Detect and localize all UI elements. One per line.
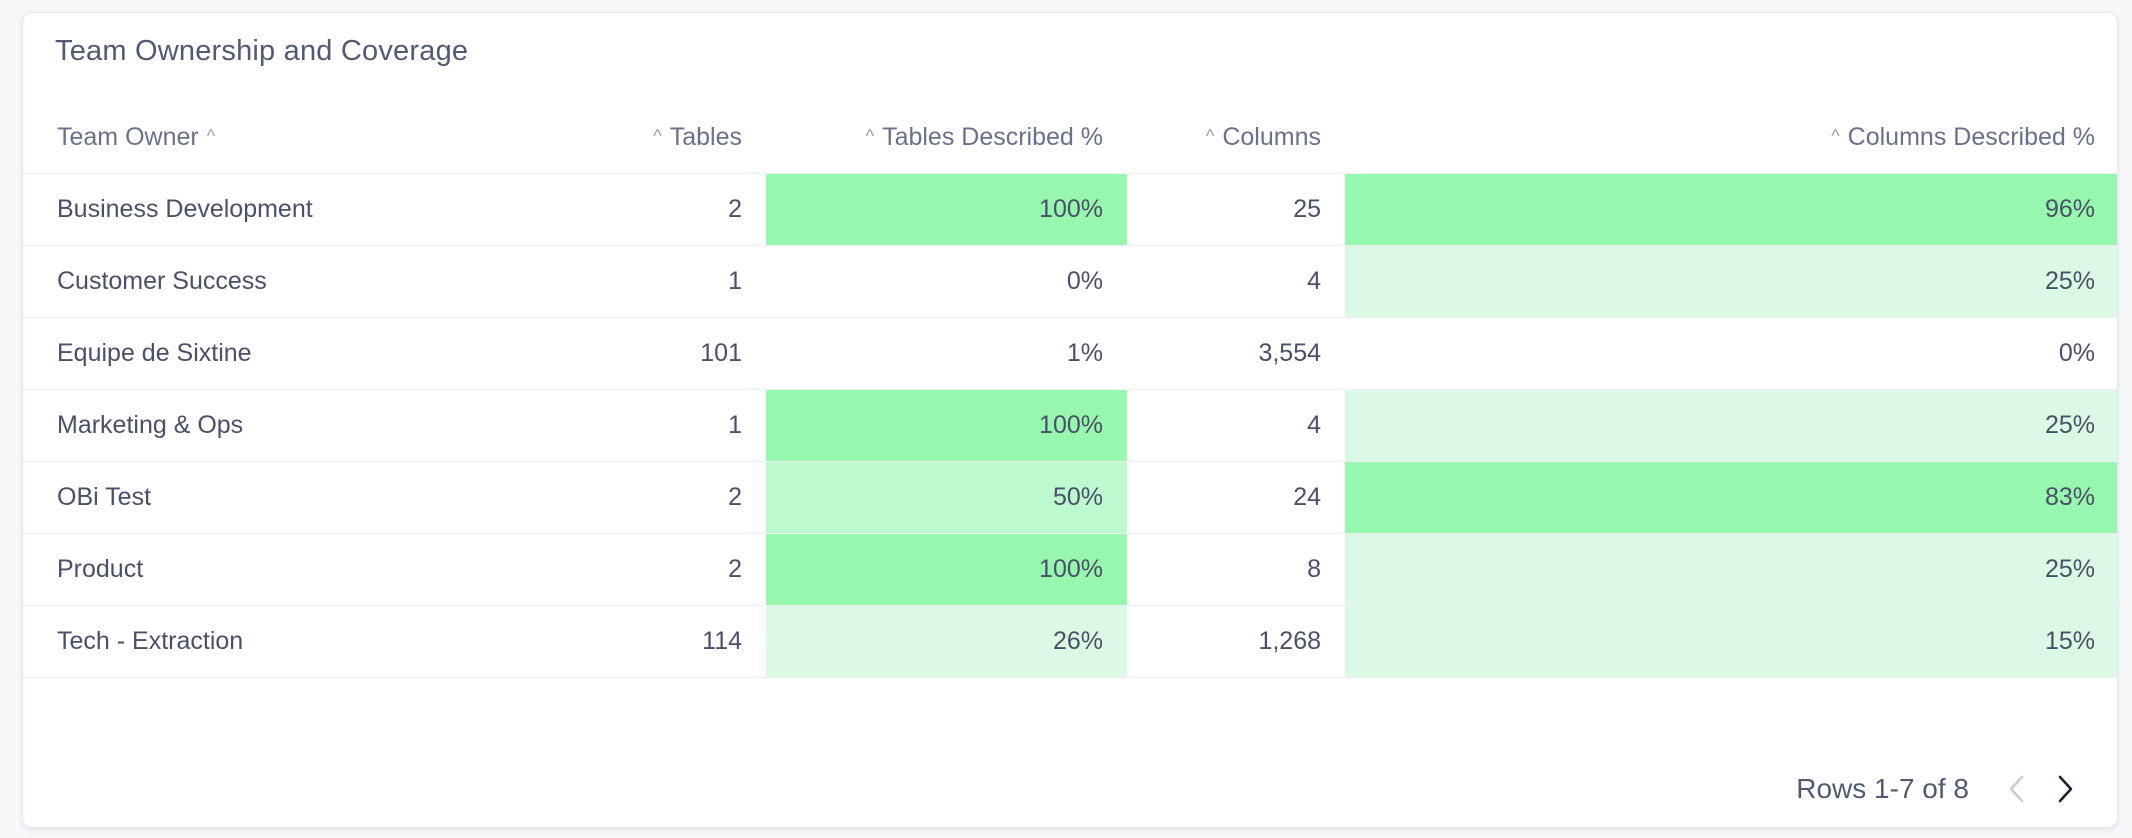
sort-up-icon[interactable]: ^	[1205, 126, 1215, 147]
table-row[interactable]: Business Development 2 100% 25 96%	[23, 173, 2117, 246]
cell-columns: 24	[1127, 461, 1345, 534]
cell-tables-described-pct: 100%	[766, 533, 1127, 606]
pagination-label: Rows 1-7 of 8	[1796, 773, 1969, 804]
cell-tables: 1	[583, 245, 766, 318]
cell-tables: 114	[583, 605, 766, 678]
cell-tables: 2	[583, 173, 766, 246]
table-row[interactable]: Equipe de Sixtine 101 1% 3,554 0%	[23, 317, 2117, 390]
cell-tables-described-pct: 100%	[766, 389, 1127, 462]
card-title: Team Ownership and Coverage	[55, 35, 469, 67]
cell-tables: 101	[583, 317, 766, 390]
table-row[interactable]: Tech - Extraction 114 26% 1,268 15%	[23, 605, 2117, 678]
cell-columns: 3,554	[1127, 317, 1345, 390]
chevron-left-icon	[2009, 775, 2024, 803]
table-row[interactable]: Customer Success 1 0% 4 25%	[23, 245, 2117, 318]
table-header-row: Team Owner ^ ^ Tables ^ Tables Described % …	[23, 103, 2117, 174]
cell-columns-described-pct: 25%	[1345, 245, 2117, 318]
header-team-owner[interactable]: Team Owner ^	[23, 103, 583, 174]
next-page-button[interactable]	[2047, 771, 2083, 807]
coverage-table: Team Owner ^ ^ Tables ^ Tables Described % …	[23, 103, 2117, 678]
header-label: Columns	[1222, 123, 1321, 152]
header-columns[interactable]: ^ Columns	[1127, 103, 1345, 174]
cell-tables: 1	[583, 389, 766, 462]
cell-tables-described-pct: 50%	[766, 461, 1127, 534]
table-row[interactable]: OBi Test 2 50% 24 83%	[23, 461, 2117, 534]
cell-team-owner: Customer Success	[23, 245, 583, 318]
prev-page-button[interactable]	[1999, 771, 2035, 807]
sort-up-icon[interactable]: ^	[1831, 126, 1840, 147]
cell-tables-described-pct: 0%	[766, 245, 1127, 318]
header-label: Tables Described %	[882, 123, 1103, 152]
cell-columns-described-pct: 15%	[1345, 605, 2117, 678]
cell-tables: 2	[583, 461, 766, 534]
cell-columns: 4	[1127, 389, 1345, 462]
table-row[interactable]: Product 2 100% 8 25%	[23, 533, 2117, 606]
header-label: Columns Described %	[1847, 123, 2095, 152]
cell-team-owner: Equipe de Sixtine	[23, 317, 583, 390]
team-coverage-card: Team Ownership and Coverage Team Owner ^ …	[22, 12, 2118, 828]
header-label: Tables	[669, 123, 742, 152]
cell-columns: 1,268	[1127, 605, 1345, 678]
cell-team-owner: Tech - Extraction	[23, 605, 583, 678]
cell-team-owner: Product	[23, 533, 583, 606]
cell-columns-described-pct: 96%	[1345, 173, 2117, 246]
cell-columns-described-pct: 0%	[1345, 317, 2117, 390]
cell-columns: 25	[1127, 173, 1345, 246]
chevron-right-icon	[2058, 775, 2073, 803]
cell-team-owner: Marketing & Ops	[23, 389, 583, 462]
cell-tables-described-pct: 1%	[766, 317, 1127, 390]
cell-tables: 2	[583, 533, 766, 606]
sort-up-icon[interactable]: ^	[865, 126, 875, 147]
cell-tables-described-pct: 26%	[766, 605, 1127, 678]
sort-up-icon[interactable]: ^	[653, 126, 662, 147]
cell-columns-described-pct: 25%	[1345, 389, 2117, 462]
pagination: Rows 1-7 of 8	[1796, 771, 2083, 807]
header-tables[interactable]: ^ Tables	[583, 103, 766, 174]
cell-team-owner: OBi Test	[23, 461, 583, 534]
cell-tables-described-pct: 100%	[766, 173, 1127, 246]
cell-columns: 4	[1127, 245, 1345, 318]
cell-team-owner: Business Development	[23, 173, 583, 246]
header-columns-described-pct[interactable]: ^ Columns Described %	[1345, 103, 2117, 174]
header-tables-described-pct[interactable]: ^ Tables Described %	[766, 103, 1127, 174]
cell-columns: 8	[1127, 533, 1345, 606]
sort-up-icon[interactable]: ^	[206, 126, 216, 147]
table-row[interactable]: Marketing & Ops 1 100% 4 25%	[23, 389, 2117, 462]
header-label: Team Owner	[57, 123, 199, 152]
cell-columns-described-pct: 83%	[1345, 461, 2117, 534]
cell-columns-described-pct: 25%	[1345, 533, 2117, 606]
